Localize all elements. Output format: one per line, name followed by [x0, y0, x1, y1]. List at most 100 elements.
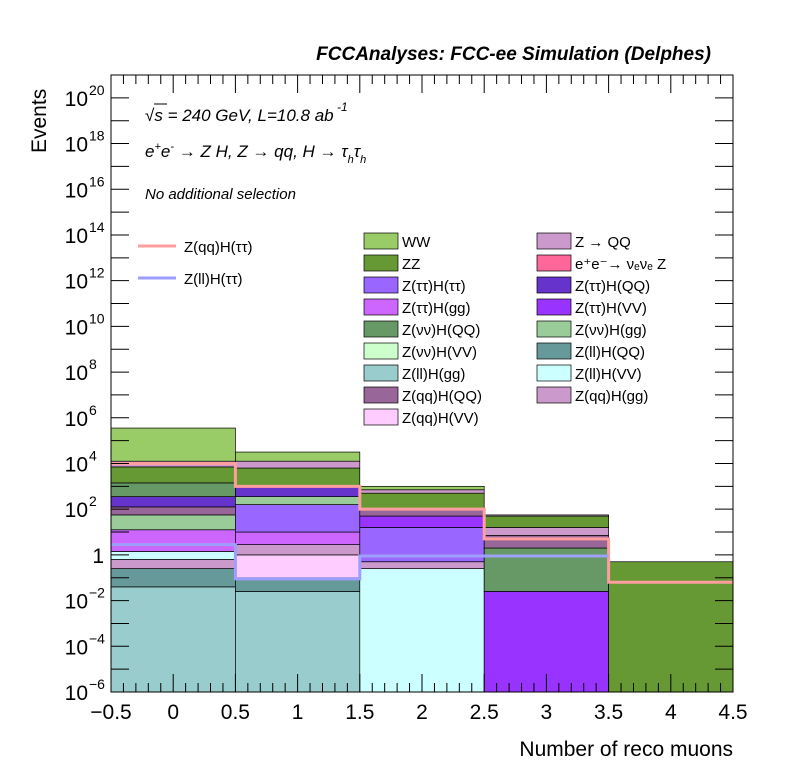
y-tick-exponent: 20 — [89, 82, 105, 98]
process-annotation: e+e- → Z H, Z → qq, H → τhτh — [145, 141, 366, 166]
bar-segment — [110, 568, 236, 588]
y-tick-label: 10 — [65, 682, 88, 705]
y-tick-exponent: 6 — [89, 402, 97, 418]
x-tick-label: −0.5 — [90, 701, 131, 724]
legend-swatch — [363, 386, 399, 404]
bar-segment — [483, 514, 609, 517]
legend-swatch — [536, 320, 572, 338]
bar-segment — [235, 504, 361, 533]
legend-swatch — [363, 276, 399, 294]
x-tick-label: 4 — [665, 701, 677, 724]
y-tick-exponent: −4 — [89, 630, 105, 646]
y-tick-exponent: −2 — [89, 585, 105, 601]
y-tick-exponent: 12 — [89, 265, 105, 281]
legend-swatch — [536, 298, 572, 316]
sqrt-s: √s — [145, 106, 163, 125]
legend-swatch — [536, 232, 572, 250]
legend-swatch — [363, 408, 399, 426]
legend-label: Z(ττ)H(gg) — [402, 300, 471, 317]
bar-segment — [359, 492, 485, 510]
y-tick-exponent: 18 — [89, 128, 105, 144]
bar-segment — [110, 551, 236, 560]
legend-label: Z(ττ)H(QQ) — [575, 278, 650, 295]
bar-segment — [483, 527, 609, 536]
legend-label: Z(ττ)H(VV) — [575, 300, 647, 317]
y-tick-label: 10 — [65, 134, 88, 157]
bar-segment — [110, 559, 236, 569]
bar-segment — [235, 451, 361, 462]
x-tick-label: 0.5 — [221, 701, 250, 724]
x-tick-label: 0 — [167, 701, 179, 724]
bar-segment — [235, 496, 361, 505]
x-tick-label: 1 — [292, 701, 304, 724]
legend-label: Z(νν)H(VV) — [402, 344, 477, 361]
legend-swatch — [363, 320, 399, 338]
bar-segment — [235, 531, 361, 545]
overlay-lines — [111, 461, 733, 584]
x-tick-label: 4.5 — [718, 701, 747, 724]
legend-label: Z(qq)H(VV) — [402, 410, 479, 427]
x-tick-label: 3 — [541, 701, 553, 724]
bar-segment — [235, 554, 361, 579]
energy-text: = 240 GeV, L=10.8 ab — [163, 106, 334, 125]
legend-swatch — [363, 342, 399, 360]
bar-segment — [483, 515, 609, 528]
lumi-exponent: -1 — [334, 100, 348, 114]
bar-segment — [110, 466, 236, 484]
legend-label: Z(ττ)H(ττ) — [402, 278, 466, 295]
legend-swatch — [363, 232, 399, 250]
legend-swatch — [536, 386, 572, 404]
y-tick-label: 10 — [65, 408, 88, 431]
bar-segment — [235, 467, 361, 487]
legend-swatch — [363, 298, 399, 316]
bar-segment — [359, 515, 485, 528]
legend-swatch — [536, 254, 572, 272]
legend-swatch — [536, 342, 572, 360]
legend-swatch — [536, 364, 572, 382]
y-tick-label: 10 — [65, 453, 88, 476]
x-tick-label: 2.5 — [470, 701, 499, 724]
bar-segment — [359, 485, 485, 491]
y-tick-exponent: 14 — [89, 219, 105, 235]
axis-ticks — [110, 74, 734, 693]
legend-label: e⁺e⁻→ νₑνₑ Z — [575, 256, 666, 273]
bar-segment — [359, 568, 485, 693]
y-tick-label: 10 — [65, 591, 88, 614]
legend-label: Z(νν)H(gg) — [575, 322, 647, 339]
x-axis-label: Number of reco muons — [519, 738, 733, 761]
y-tick-label: 10 — [65, 316, 88, 339]
y-tick-exponent: 4 — [89, 447, 97, 463]
bar-segment — [235, 460, 361, 469]
bar-segment — [235, 544, 361, 556]
y-tick-label: 10 — [65, 362, 88, 385]
bar-segment — [483, 535, 609, 549]
selection-annotation: No additional selection — [145, 186, 296, 203]
x-tick-labels: −0.5 0 0.5 1 1.5 2 2.5 3 3.5 4 4.5 — [90, 701, 747, 724]
y-tick-label: 10 — [65, 179, 88, 202]
legend-line-label: Z(qq)H(ττ) — [184, 239, 253, 256]
bar-segment — [110, 496, 236, 508]
series-line — [111, 461, 733, 584]
y-tick-exponent: 2 — [89, 493, 97, 509]
y-tick-exponent: 10 — [89, 310, 105, 326]
bar-segment — [110, 506, 236, 516]
x-tick-label: 3.5 — [594, 701, 623, 724]
bar-segment — [235, 485, 361, 497]
legend-label: Z(qq)H(QQ) — [402, 388, 482, 405]
y-tick-label: 10 — [65, 636, 88, 659]
x-tick-label: 1.5 — [345, 701, 374, 724]
y-tick-label: 1 — [92, 545, 104, 568]
legend-label: Z(qq)H(gg) — [575, 388, 648, 405]
bar-segment — [110, 427, 236, 462]
y-tick-label: 10 — [65, 271, 88, 294]
bar-segment — [110, 482, 236, 497]
series-line — [111, 543, 609, 581]
legend-label: ZZ — [402, 256, 420, 273]
x-tick-label: 2 — [416, 701, 428, 724]
legend-label: Z(ll)H(QQ) — [575, 344, 645, 361]
legend-label: Z → QQ — [575, 234, 631, 251]
legend-swatch — [536, 276, 572, 294]
energy-annotation: √s = 240 GeV, L=10.8 ab -1 — [145, 100, 348, 125]
y-tick-exponent: 8 — [89, 356, 97, 372]
